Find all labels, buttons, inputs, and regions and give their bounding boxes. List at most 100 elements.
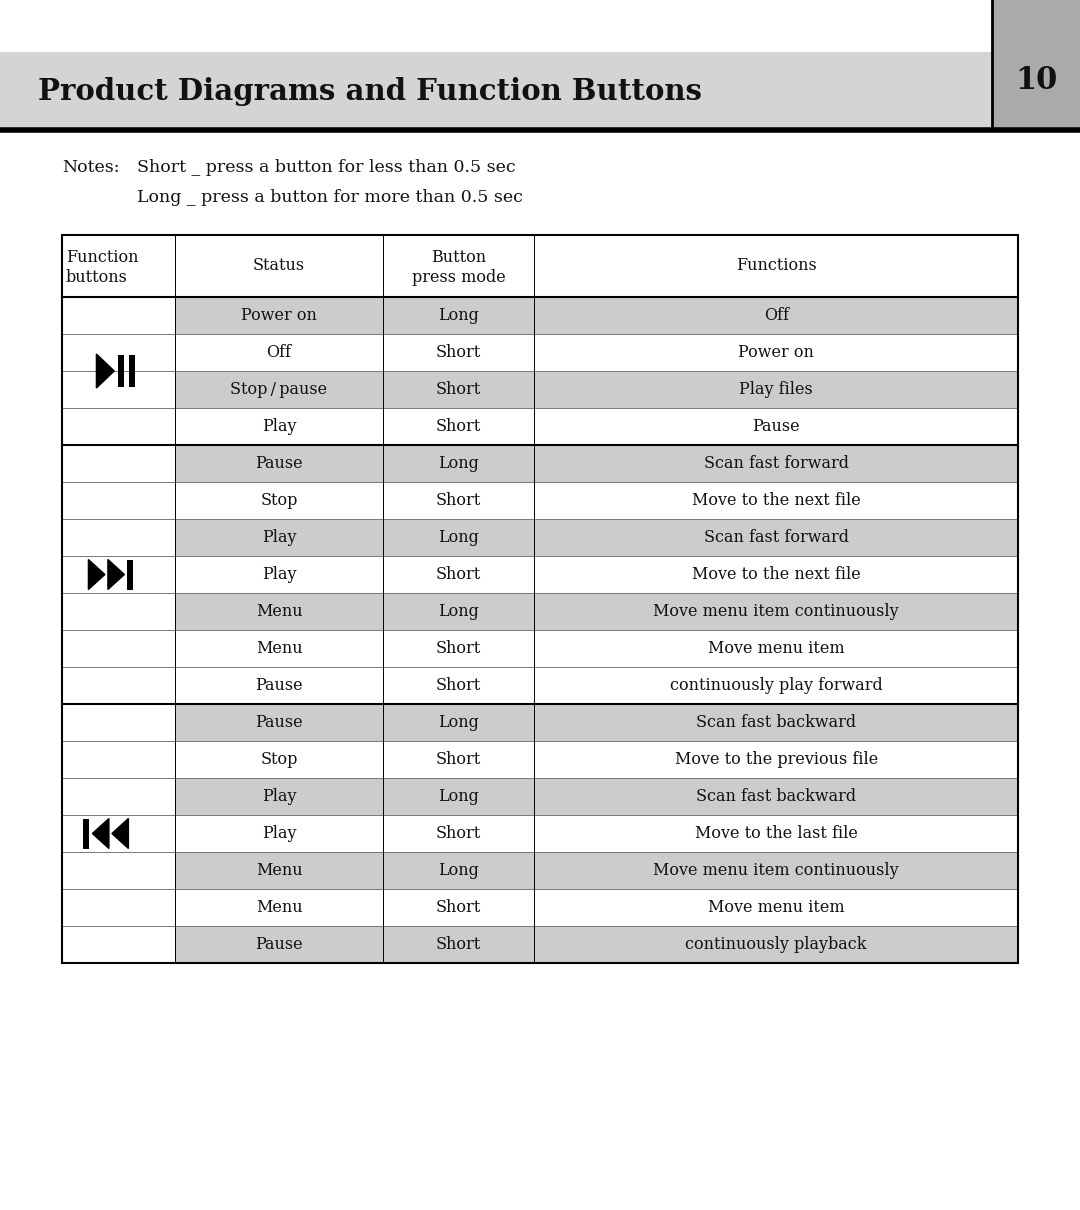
Bar	[175, 630, 1018, 667]
Bar	[175, 296, 1018, 334]
Bar	[118, 355, 124, 387]
Text: Long: Long	[438, 529, 480, 546]
Text: Short: Short	[436, 899, 482, 916]
Bar	[0, 52, 993, 129]
Bar	[0, 0, 993, 52]
Text: Long: Long	[438, 455, 480, 472]
Bar	[62, 852, 175, 889]
Text: Long: Long	[438, 862, 480, 878]
Bar	[175, 371, 1018, 408]
Text: Function: Function	[66, 248, 138, 265]
Bar	[62, 334, 175, 371]
Text: Notes:: Notes:	[62, 160, 120, 177]
Text: Menu: Menu	[256, 862, 302, 878]
Text: Move to the next file: Move to the next file	[692, 492, 861, 509]
Polygon shape	[108, 559, 124, 589]
Text: continuously play forward: continuously play forward	[670, 678, 882, 695]
Text: Short: Short	[436, 566, 482, 583]
Bar	[62, 816, 175, 852]
Bar	[62, 408, 175, 445]
Bar	[62, 926, 175, 963]
Bar	[62, 704, 175, 741]
Text: Menu: Menu	[256, 603, 302, 620]
Text: Scan fast backward: Scan fast backward	[697, 714, 856, 731]
Text: Move to the last file: Move to the last file	[694, 825, 858, 842]
Bar	[175, 741, 1018, 778]
Bar	[175, 519, 1018, 557]
Bar	[175, 408, 1018, 445]
Polygon shape	[112, 818, 129, 848]
Text: Short: Short	[436, 381, 482, 398]
Text: Button: Button	[431, 248, 486, 265]
Text: Play: Play	[261, 788, 296, 805]
Text: press mode: press mode	[411, 269, 505, 286]
Text: Long: Long	[438, 307, 480, 324]
Text: Short: Short	[436, 344, 482, 361]
Text: buttons: buttons	[66, 269, 127, 286]
Text: Status: Status	[253, 258, 305, 275]
Text: Pause: Pause	[255, 937, 302, 953]
Polygon shape	[96, 355, 114, 388]
Bar	[993, 0, 1080, 129]
Bar	[62, 630, 175, 667]
Text: Short: Short	[436, 417, 482, 436]
Bar	[62, 667, 175, 704]
Bar	[62, 741, 175, 778]
Text: Play: Play	[261, 825, 296, 842]
Bar	[62, 235, 1018, 296]
Text: Play files: Play files	[739, 381, 813, 398]
Bar	[175, 704, 1018, 741]
Bar	[175, 667, 1018, 704]
Bar	[62, 371, 175, 408]
Text: Short: Short	[436, 678, 482, 695]
Text: Product Diagrams and Function Buttons: Product Diagrams and Function Buttons	[38, 76, 702, 105]
Text: Stop / pause: Stop / pause	[230, 381, 327, 398]
Bar	[62, 235, 1018, 963]
Text: Pause: Pause	[255, 714, 302, 731]
Text: Menu: Menu	[256, 640, 302, 657]
Text: Long _ press a button for more than 0.5 sec: Long _ press a button for more than 0.5 …	[137, 190, 523, 207]
Bar	[62, 778, 175, 816]
Bar	[83, 818, 90, 848]
Text: Off: Off	[764, 307, 788, 324]
Bar	[175, 778, 1018, 816]
Text: Off: Off	[267, 344, 292, 361]
Bar	[175, 889, 1018, 926]
Text: Move menu item continuously: Move menu item continuously	[653, 862, 899, 878]
Text: Short: Short	[436, 937, 482, 953]
Bar	[130, 355, 135, 387]
Text: Short: Short	[436, 825, 482, 842]
Text: Move to the previous file: Move to the previous file	[675, 751, 878, 768]
Text: Play: Play	[261, 566, 296, 583]
Text: Pause: Pause	[255, 678, 302, 695]
Text: Play: Play	[261, 529, 296, 546]
Text: Move menu item: Move menu item	[707, 899, 845, 916]
Bar	[62, 593, 175, 630]
Text: Scan fast backward: Scan fast backward	[697, 788, 856, 805]
Text: Short: Short	[436, 640, 482, 657]
Bar	[175, 445, 1018, 482]
Text: Menu: Menu	[256, 899, 302, 916]
Text: Long: Long	[438, 714, 480, 731]
Bar	[175, 557, 1018, 593]
Text: Short _ press a button for less than 0.5 sec: Short _ press a button for less than 0.5…	[137, 160, 515, 177]
Bar	[62, 557, 175, 593]
Text: Pause: Pause	[255, 455, 302, 472]
Text: continuously playback: continuously playback	[686, 937, 867, 953]
Bar	[175, 926, 1018, 963]
Bar	[175, 593, 1018, 630]
Polygon shape	[89, 559, 105, 589]
Text: Long: Long	[438, 788, 480, 805]
Bar	[62, 296, 175, 334]
Text: Power on: Power on	[739, 344, 814, 361]
Text: Stop: Stop	[260, 492, 298, 509]
Text: Long: Long	[438, 603, 480, 620]
Polygon shape	[93, 818, 109, 848]
Text: Move to the next file: Move to the next file	[692, 566, 861, 583]
Text: Functions: Functions	[735, 258, 816, 275]
Text: Short: Short	[436, 751, 482, 768]
Text: Short: Short	[436, 492, 482, 509]
Bar	[175, 334, 1018, 371]
Bar	[175, 852, 1018, 889]
Text: Play: Play	[261, 417, 296, 436]
